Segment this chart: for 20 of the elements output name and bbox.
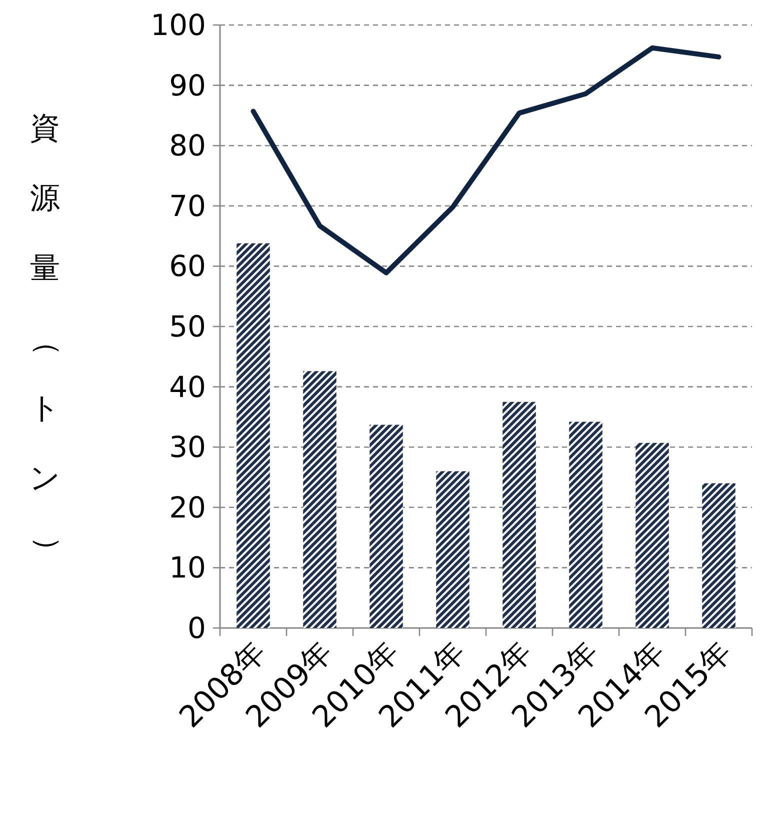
bar	[702, 483, 736, 628]
y-tick-label: 70	[169, 188, 206, 223]
bar	[569, 422, 602, 628]
y-tick-label: 50	[169, 310, 206, 344]
bar	[502, 402, 536, 628]
y-tick-label: 80	[169, 128, 206, 163]
y-tick-label: 100	[150, 8, 206, 42]
y-tick-label: 40	[169, 370, 206, 404]
text: 資源量（トン）	[30, 111, 65, 566]
y-tick-label: 0	[188, 611, 206, 645]
y-tick-label: 90	[169, 68, 206, 102]
bar	[236, 243, 270, 628]
y-tick-label: 10	[169, 550, 206, 585]
bar	[636, 442, 669, 628]
y-tick-label: 60	[169, 249, 206, 284]
bar	[370, 424, 403, 628]
bar	[303, 371, 336, 628]
y-tick-label: 30	[169, 430, 206, 464]
bar	[436, 471, 470, 628]
y-tick-label: 20	[169, 490, 206, 524]
